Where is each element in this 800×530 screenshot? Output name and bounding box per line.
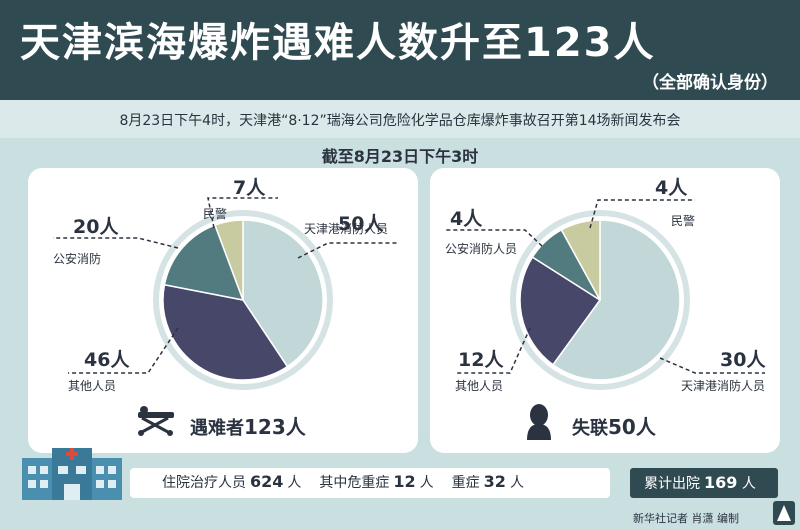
leader-line xyxy=(207,197,278,229)
discharged-label: 累计出院 xyxy=(644,476,700,492)
serious-label: 重症 xyxy=(451,475,480,491)
victims-total: 遇难者123人 xyxy=(190,411,306,440)
critical-unit: 人 xyxy=(419,475,434,491)
hospitalized-unit: 人 xyxy=(287,475,302,491)
slice-category-label: 民警 xyxy=(671,213,695,228)
person-silhouette-icon xyxy=(527,404,551,440)
leader-line xyxy=(445,229,543,247)
missing-total-value: 50人 xyxy=(608,415,656,439)
missing-panel: 30人 天津港消防人员 12人 其他人员 4人 公安消防人员 4人 民警 失联50人 xyxy=(430,168,780,453)
critical-label: 其中危重症 xyxy=(319,475,390,491)
victims-total-label: 遇难者 xyxy=(190,418,244,439)
xinhua-logo-icon xyxy=(773,501,795,525)
slice-value-label: 20人 xyxy=(73,216,119,238)
slice-category-label: 其他人员 xyxy=(68,379,116,393)
discharged-box: 累计出院 169 人 xyxy=(630,468,778,498)
leader-line xyxy=(659,357,765,374)
slice-category-label: 民警 xyxy=(203,206,227,221)
slice-value-label: 46人 xyxy=(84,349,130,371)
intro-text: 8月23日下午4时，天津港“8·12”瑞海公司危险化学品仓库爆炸事故召开第14场… xyxy=(119,113,681,129)
leader-line xyxy=(68,327,179,374)
slice-category-label: 公安消防 xyxy=(53,251,101,266)
credit-line: 新华社记者 肖潇 编制 xyxy=(633,512,739,525)
slice-value-label: 50人 xyxy=(338,213,384,235)
page-subtitle: （全部确认身份） xyxy=(642,73,778,93)
leader-line xyxy=(589,199,695,229)
slice-category-label: 天津港消防人员 xyxy=(304,221,388,236)
hospitalized-value: 624 xyxy=(250,472,284,491)
slice-value-label: 30人 xyxy=(720,349,766,371)
slice-value-label: 4人 xyxy=(655,177,688,199)
slice-category-label: 天津港消防人员 xyxy=(681,378,765,393)
as-of-label: 截至8月23日下午3时 xyxy=(321,147,479,166)
victims-panel: 50人 天津港消防人员 46人其他人员 20人公安消防 7人 民警 遇难者123人 xyxy=(28,168,418,453)
page-title: 天津滨海爆炸遇难人数升至123人 xyxy=(20,20,656,66)
pie-slice xyxy=(551,219,681,381)
pie-slice xyxy=(162,283,289,381)
hospitalized-label: 住院治疗人员 xyxy=(162,475,246,491)
slice-category-label: 其他人员 xyxy=(455,379,503,393)
victims-total-value: 123人 xyxy=(244,415,306,439)
critical-value: 12 xyxy=(393,472,416,491)
leader-line xyxy=(455,327,531,374)
slice-value-label: 7人 xyxy=(233,177,266,199)
slice-value-label: 4人 xyxy=(450,208,483,230)
slice-value-label: 12人 xyxy=(458,349,504,371)
discharged-unit: 人 xyxy=(741,476,756,492)
missing-total-label: 失联 xyxy=(572,418,608,439)
pie-slice xyxy=(560,219,601,301)
hospital-stats-bar xyxy=(130,468,610,498)
leader-line xyxy=(53,237,179,249)
stretcher-icon xyxy=(138,406,174,436)
leader-line xyxy=(297,242,398,259)
pie-slice xyxy=(163,224,245,301)
hospital-stats: 住院治疗人员 624 人其中危重症 12 人重症 32 人 xyxy=(162,472,524,492)
missing-total: 失联50人 xyxy=(572,411,656,440)
discharged-value: 169 xyxy=(704,473,738,492)
pie-slice xyxy=(214,219,244,301)
intro-band xyxy=(0,100,800,138)
hospital-icon xyxy=(22,448,122,500)
pie-slice xyxy=(519,256,602,366)
serious-value: 32 xyxy=(483,472,506,491)
header-banner: 天津滨海爆炸遇难人数升至123人 （全部确认身份） xyxy=(0,0,800,100)
slice-category-label: 公安消防人员 xyxy=(445,241,517,256)
serious-unit: 人 xyxy=(509,475,524,491)
